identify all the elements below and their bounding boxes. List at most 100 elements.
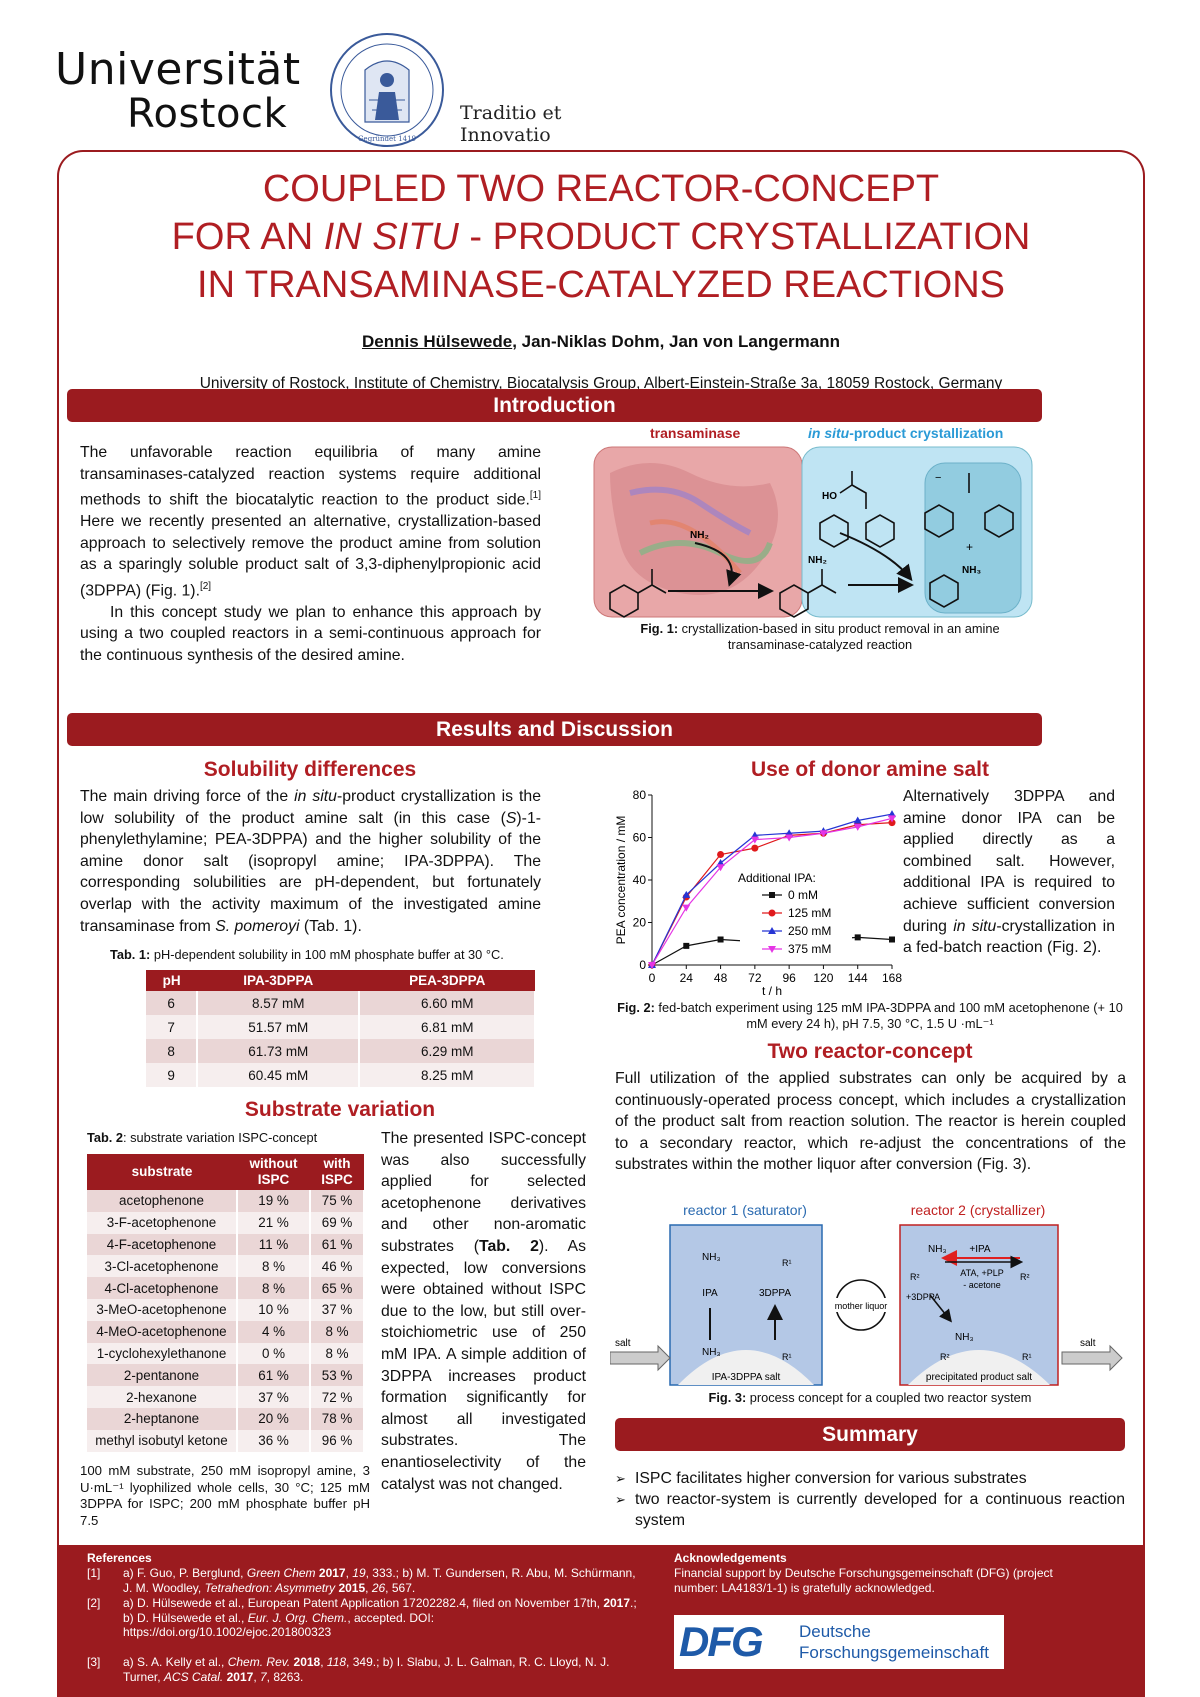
table-cell: 20 % (237, 1407, 312, 1430)
plus-dppa-label: +3DPPA (906, 1292, 940, 1302)
table-cell: methyl isobutyl ketone (87, 1429, 238, 1452)
table-cell: 75 % (310, 1190, 365, 1212)
table-cell: 19 % (237, 1190, 312, 1212)
intro-p2: In this concept study we plan to enhance… (80, 603, 541, 664)
table-cell: 37 % (237, 1386, 312, 1408)
two-reactor-paragraph: Full utilization of the applied substrat… (615, 1070, 1126, 1174)
references-title: References (87, 1551, 152, 1565)
university-header: Universität Rostock Gegründet 1419 Tradi… (55, 30, 615, 147)
dfg-logo-mark: DFG (679, 1618, 764, 1665)
tab2-caption-text: : substrate variation ISPC-concept (123, 1130, 318, 1145)
table-header-cell: without ISPC (237, 1154, 311, 1190)
table-cell: 61 % (310, 1233, 365, 1256)
x-tick-label: 24 (680, 971, 694, 985)
table-cell: 2-heptanone (87, 1407, 238, 1430)
y-tick-label: 60 (633, 831, 647, 845)
table-cell: 78 % (310, 1407, 365, 1430)
table-cell: 36 % (237, 1429, 312, 1452)
table-cell: 4-F-acetophenone (87, 1233, 238, 1256)
reference-text: a) D. Hülsewede et al., European Patent … (123, 1596, 637, 1639)
fig1-chem-ho: HO (822, 491, 837, 502)
table-header-cell: substrate (87, 1154, 237, 1190)
ipa-label: IPA (702, 1288, 718, 1299)
acetophenone-structure-icon (609, 569, 667, 618)
heading-donor: Use of donor amine salt (750, 758, 990, 781)
summary-list: ISPC facilitates higher conversion for v… (615, 1468, 1125, 1531)
tab1-caption: Tab. 1: pH-dependent solubility in 100 m… (80, 947, 580, 963)
substrate-p-a: The presented ISPC-concept was also succ… (381, 1130, 586, 1255)
table-cell: 10 % (237, 1298, 312, 1321)
table-cell: 6.60 mM (359, 991, 536, 1015)
fig1-chem-nh3: NH₃ (962, 565, 981, 576)
table-row: 2-pentanone 61 % 53 % (87, 1364, 365, 1387)
y-tick-label: 20 (633, 916, 647, 930)
y-axis-label: PEA concentration / mM (614, 816, 628, 945)
substrate-p-c: ). As expected, low conversions were obt… (381, 1237, 586, 1493)
poster-title: COUPLED TWO REACTOR-CONCEPT FOR AN IN SI… (60, 165, 1142, 309)
ipa-salt-label: IPA-3DPPA salt (712, 1372, 781, 1383)
donor-p-b: -crystallization in a fed-batch reaction… (903, 917, 1115, 957)
fig2-caption-label: Fig. 2: (617, 1000, 655, 1015)
r2-salt-r2: R² (940, 1352, 950, 1362)
table-cell: 2-hexanone (87, 1386, 238, 1408)
table-row: 1-cyclohexylethanone 0 % 8 % (87, 1342, 365, 1365)
fig1-chem-nh2-ipa: NH₂ (690, 530, 709, 541)
reference-text: a) F. Guo, P. Berglund, Green Chem 2017,… (123, 1566, 636, 1595)
x-tick-label: 168 (882, 971, 902, 985)
table-cell: 3-MeO-acetophenone (87, 1298, 238, 1321)
author-presenting: Dennis Hülsewede (361, 332, 513, 351)
table-row: 2-heptanone 20 % 78 % (87, 1407, 365, 1430)
table-cell: 72 % (310, 1386, 365, 1408)
r2-salt-nh3: NH₃ (955, 1332, 974, 1343)
intro-p1-a: The unfavorable reaction equilibria of m… (80, 444, 541, 509)
title-line2-b: IN SITU (323, 216, 459, 258)
donor-p-i: in situ (953, 917, 997, 935)
x-axis-label: t / h (762, 984, 782, 998)
title-line1: COUPLED TWO REACTOR-CONCEPT (262, 168, 940, 210)
table-cell: 9 (146, 1063, 199, 1087)
fig1-label-rest: -product crystallization (849, 425, 1004, 441)
data-point (768, 909, 776, 917)
x-tick-label: 144 (848, 971, 868, 985)
r2-ketone-r2: R² (1020, 1272, 1030, 1282)
substrate-footnote: 100 mM substrate, 250 mM isopropyl amine… (80, 1463, 370, 1528)
table-cell: 0 % (237, 1342, 312, 1365)
table-cell: 4-MeO-acetophenone (87, 1320, 238, 1343)
x-tick-label: 72 (748, 971, 762, 985)
table-cell: 7 (146, 1015, 199, 1039)
data-point (819, 830, 828, 838)
solubility-p-i1: in situ (294, 788, 337, 805)
data-point (750, 836, 759, 844)
fig1-caption-label: Fig. 1: (640, 621, 679, 636)
tab2-caption: Tab. 2: substrate variation ISPC-concept (87, 1130, 377, 1146)
tab2-caption-label: Tab. 2 (87, 1130, 124, 1145)
title-line3: IN TRANSAMINASE-CATALYZED REACTIONS (197, 264, 1005, 306)
fig1-scheme: NH₂ NH₂ HO NH₃ + − (593, 446, 1033, 618)
series-line (651, 813, 893, 966)
table-row: 4-MeO-acetophenone 4 % 8 % (87, 1320, 365, 1343)
fig3-scheme: reactor 1 (saturator) reactor 2 (crystal… (609, 1202, 1123, 1386)
data-point (716, 864, 725, 872)
table-cell: 8 % (310, 1342, 365, 1365)
table-row: 3-Cl-acetophenone 8 % 46 % (87, 1255, 365, 1278)
table-cell: 53 % (310, 1364, 365, 1387)
substrate-table-body: acetophenone 19 % 75 % 3-F-acetophenone 21 %… (87, 1190, 365, 1452)
r1-chem-nh3: NH₃ (702, 1252, 721, 1263)
data-point (854, 934, 861, 941)
table-cell: 61.73 mM (197, 1039, 361, 1063)
fig1-chem-nh2-product: NH₂ (808, 555, 827, 566)
table-row: acetophenone 19 % 75 % (87, 1190, 365, 1212)
dppa-label: 3DPPA (759, 1288, 791, 1299)
acetone-label: - acetone (963, 1280, 1001, 1290)
data-point (853, 816, 862, 824)
y-tick-label: 80 (633, 788, 647, 802)
table-cell: 8 % (310, 1320, 365, 1343)
title-line2-c: - PRODUCT CRYSTALLIZATION (458, 216, 1031, 258)
salt-in-label: salt (615, 1338, 631, 1349)
summary-item: two reactor-system is currently develope… (615, 1489, 1125, 1531)
substrate-p-b: Tab. 2 (478, 1237, 539, 1255)
university-name-line1: Universität (55, 44, 301, 95)
table-cell: 3-Cl-acetophenone (87, 1255, 238, 1278)
authors-rest: , Jan-Niklas Dohm, Jan von Langermann (512, 332, 841, 351)
table-cell: 51.57 mM (197, 1015, 361, 1039)
